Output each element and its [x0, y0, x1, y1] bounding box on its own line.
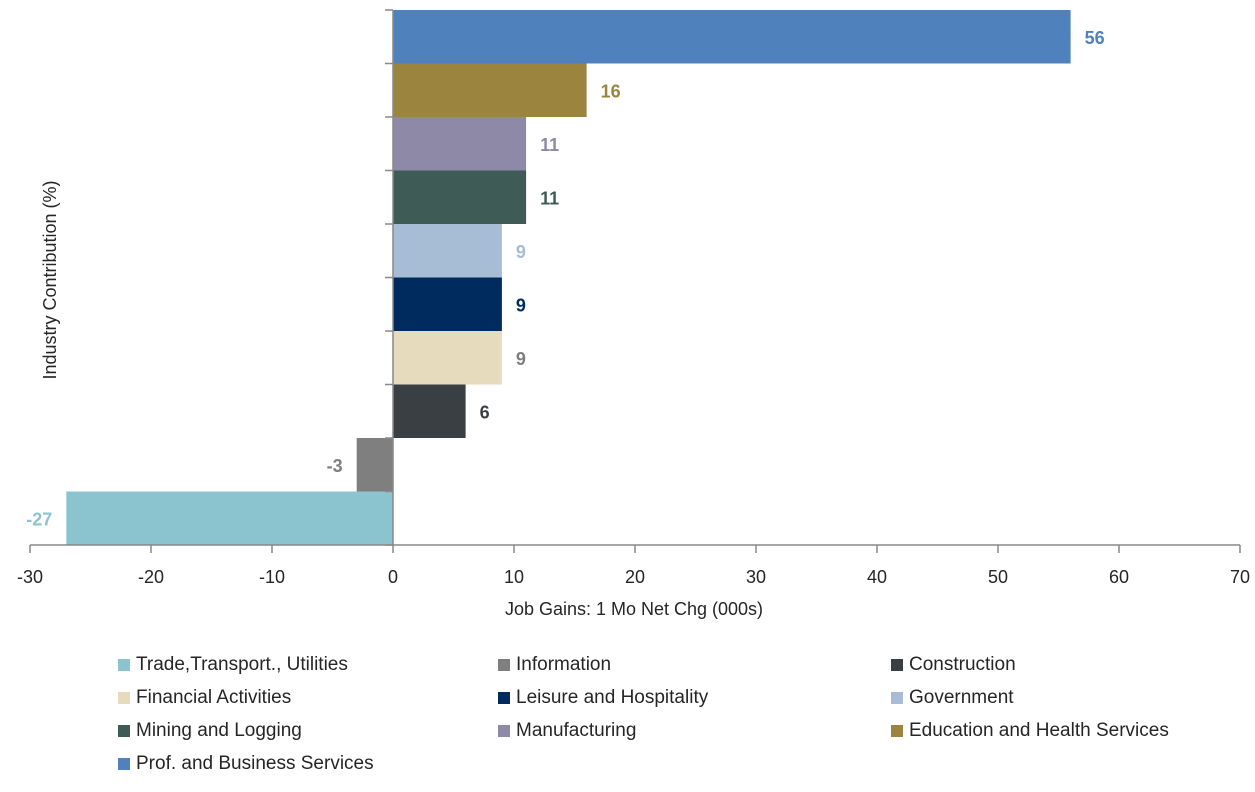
data-label: 6: [480, 402, 490, 422]
x-axis-ticks: -30 -20 -10 0 10 20 30 40 50 60 70: [17, 545, 1250, 587]
legend-swatch: [498, 691, 510, 704]
bars: [66, 10, 1071, 545]
data-label: 56: [1085, 28, 1105, 48]
data-labels: -27 -3 6 9 9 9 11 11 16 56: [26, 28, 1104, 530]
legend-item: Mining and Logging: [118, 720, 498, 742]
legend-label: Financial Activities: [136, 686, 292, 708]
x-axis-title: Job Gains: 1 Mo Net Chg (000s): [505, 599, 763, 619]
legend-swatch: [891, 691, 903, 704]
bar: [393, 117, 527, 171]
bar: [393, 10, 1071, 64]
x-tick-label: 30: [746, 567, 766, 587]
bar-chart: -30 -20 -10 0 10 20 30 40 50 60 70 -27 -3 6 9 9 9 11 11 16…: [17, 9, 1250, 619]
data-label: 11: [540, 188, 559, 208]
legend-swatch: [118, 691, 130, 704]
legend-row: Financial Activities Leisure and Hospital…: [118, 681, 1255, 714]
legend-label: Leisure and Hospitality: [516, 686, 709, 708]
legend-label: Information: [516, 653, 612, 675]
bar: [393, 63, 587, 117]
axes: [30, 10, 1240, 546]
legend-label: Trade,Transport., Utilities: [136, 653, 348, 675]
data-label: 9: [516, 295, 526, 315]
legend-item: Construction: [891, 654, 1251, 676]
legend-item: Trade,Transport., Utilities: [118, 654, 498, 676]
legend-label: Government: [909, 686, 1014, 708]
legend-label: Manufacturing: [516, 719, 637, 741]
data-label: 16: [601, 81, 621, 101]
x-tick-label: 10: [504, 567, 524, 587]
bar: [393, 384, 466, 438]
x-tick-label: 20: [625, 567, 645, 587]
bar: [393, 170, 527, 224]
x-tick-label: 60: [1109, 567, 1129, 587]
chart-legend: Trade,Transport., Utilities Information Co…: [118, 648, 1255, 780]
y-axis-ticks: [385, 9, 393, 546]
x-tick-label: -30: [17, 567, 43, 587]
legend-swatch: [118, 724, 130, 737]
bar: [393, 224, 502, 278]
legend-item: Education and Health Services: [891, 720, 1251, 742]
y-axis-title: Industry Contribution (%): [40, 180, 60, 379]
legend-item: Financial Activities: [118, 687, 498, 709]
legend-swatch: [891, 658, 903, 671]
legend-label: Construction: [909, 653, 1016, 675]
bar: [393, 331, 502, 385]
bar: [393, 277, 502, 331]
legend-item: Leisure and Hospitality: [498, 687, 891, 709]
legend-swatch: [891, 724, 903, 737]
data-label: 9: [516, 242, 526, 262]
data-label: -27: [26, 509, 52, 529]
legend-item: Information: [498, 654, 891, 676]
data-label: -3: [327, 456, 343, 476]
x-tick-label: 0: [388, 567, 398, 587]
x-tick-label: 50: [988, 567, 1008, 587]
x-tick-label: 40: [867, 567, 887, 587]
legend-item: Government: [891, 687, 1251, 709]
data-label: 9: [516, 349, 526, 369]
legend-row: Mining and Logging Manufacturing Education…: [118, 714, 1255, 747]
legend-swatch: [498, 658, 510, 671]
legend-row: Prof. and Business Services: [118, 747, 1255, 780]
x-tick-label: -20: [138, 567, 164, 587]
legend-item: Prof. and Business Services: [118, 753, 498, 775]
x-tick-label: 70: [1230, 567, 1250, 587]
bar: [66, 491, 394, 545]
legend-label: Prof. and Business Services: [136, 752, 374, 774]
data-label: 11: [540, 135, 559, 155]
legend-swatch: [498, 724, 510, 737]
legend-swatch: [118, 757, 130, 770]
bar: [356, 438, 393, 492]
legend-item: Manufacturing: [498, 720, 891, 742]
legend-label: Mining and Logging: [136, 719, 302, 741]
legend-label: Education and Health Services: [909, 719, 1169, 741]
legend-swatch: [118, 658, 130, 671]
x-tick-label: -10: [259, 567, 285, 587]
legend-row: Trade,Transport., Utilities Information Co…: [118, 648, 1255, 681]
